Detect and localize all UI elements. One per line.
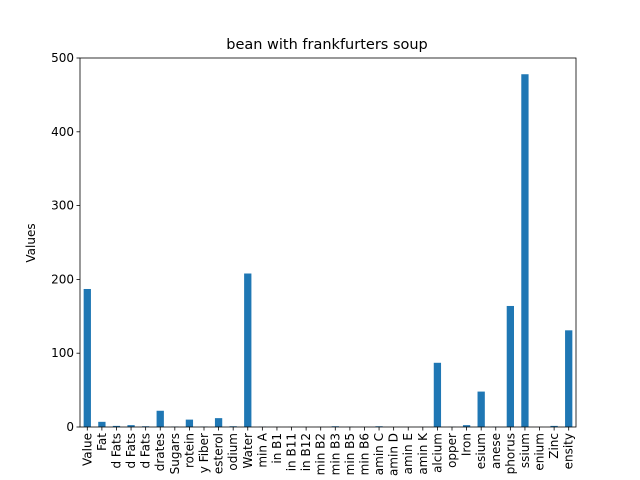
bar-26: [462, 425, 471, 427]
x-tick-label-26: Iron: [460, 433, 474, 456]
y-tick-label-1: 100: [51, 346, 74, 360]
y-axis-label: Values: [24, 223, 38, 262]
x-tick-label-20: amin C: [372, 433, 386, 475]
x-tick-label-32: Zinc: [547, 433, 561, 459]
x-tick-label-12: min A: [255, 432, 269, 467]
x-tick-label-4: d Fats: [139, 433, 153, 469]
x-tick-label-0: Value: [80, 433, 94, 466]
y-tick-label-2: 200: [51, 272, 74, 286]
x-axis-ticks: Value Fat d Fats d Fats d Fats drates Sugars ro…: [80, 427, 576, 476]
x-tick-label-9: esterol: [212, 433, 226, 474]
x-tick-label-24: alcium: [430, 433, 444, 473]
bar-7: [185, 419, 194, 427]
bar-11: [244, 273, 252, 427]
x-tick-label-21: amin D: [387, 433, 401, 476]
x-tick-label-10: odium: [226, 433, 240, 471]
x-tick-label-25: opper: [445, 433, 459, 468]
x-tick-label-8: y Fiber: [197, 433, 211, 473]
plot-frame: [79, 57, 577, 428]
x-tick-label-22: amin E: [401, 433, 415, 474]
x-tick-label-6: Sugars: [168, 433, 182, 474]
bar-24: [433, 362, 442, 427]
x-tick-label-17: min B3: [328, 433, 342, 475]
bar-9: [214, 418, 223, 427]
bar-2: [112, 425, 121, 427]
x-tick-label-15: in B12: [299, 433, 313, 471]
bar-29: [506, 305, 514, 427]
bars-group: [83, 74, 573, 428]
bar-1: [98, 421, 106, 427]
x-tick-label-14: in B11: [285, 433, 299, 471]
bar-30: [521, 74, 529, 428]
y-tick-label-3: 300: [51, 199, 74, 213]
x-tick-label-30: ssium: [518, 433, 532, 468]
bar-27: [477, 391, 485, 427]
x-tick-label-29: phorus: [503, 433, 517, 474]
chart-title: bean with frankfurters soup: [226, 37, 428, 53]
y-tick-label-4: 400: [51, 125, 74, 139]
x-tick-label-18: min B5: [343, 433, 357, 475]
x-tick-label-11: Water: [241, 433, 255, 469]
x-tick-label-7: rotein: [182, 433, 196, 468]
x-tick-label-31: enium: [533, 433, 547, 471]
bar-32: [550, 425, 558, 427]
bar-33: [565, 330, 573, 427]
bar-3: [127, 425, 135, 427]
bar-5: [156, 410, 164, 427]
x-tick-label-27: esium: [474, 433, 488, 469]
x-tick-label-5: drates: [153, 433, 167, 471]
y-tick-label-0: 0: [66, 420, 74, 434]
x-tick-label-16: min B2: [314, 433, 328, 475]
x-tick-label-28: anese: [489, 433, 503, 469]
x-tick-label-1: Fat: [95, 433, 109, 451]
x-tick-label-23: amin K: [416, 432, 430, 475]
x-tick-label-2: d Fats: [109, 433, 123, 469]
x-tick-label-3: d Fats: [124, 433, 138, 469]
x-tick-label-13: in B1: [270, 433, 284, 464]
y-tick-label-5: 500: [51, 51, 74, 65]
x-tick-label-33: ensity: [562, 433, 576, 469]
x-tick-label-19: min B6: [357, 433, 371, 475]
bar-0: [83, 288, 91, 427]
y-axis-ticks: 0 100 200 300 400 500: [51, 51, 80, 434]
